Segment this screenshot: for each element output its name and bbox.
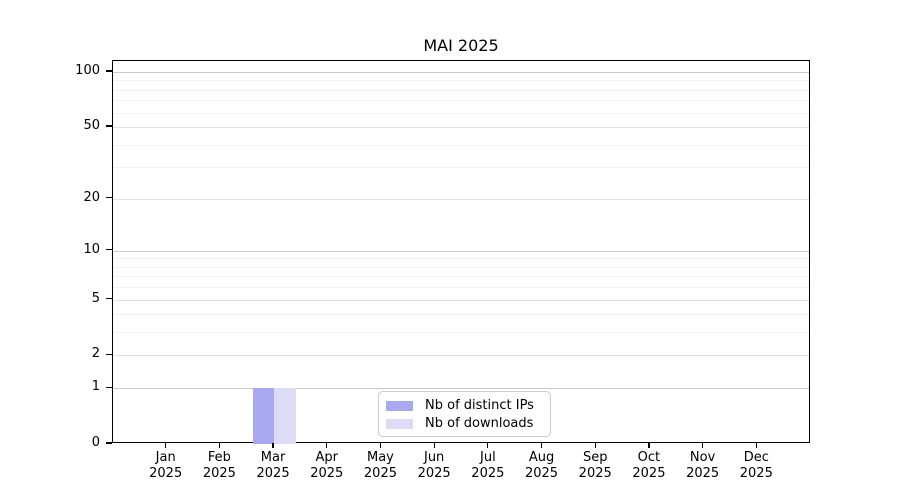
x-tick-label-nov-2025: Nov 2025 bbox=[686, 450, 720, 481]
y-tick-label-20: 20 bbox=[83, 189, 100, 205]
legend-label-distinct-ips: Nb of distinct IPs bbox=[425, 398, 534, 413]
y-tick-5 bbox=[106, 297, 112, 300]
legend-swatch-downloads bbox=[386, 419, 413, 429]
y-tick-20 bbox=[106, 196, 112, 199]
x-tick-nov-2025 bbox=[702, 443, 704, 448]
gridline-minor-8 bbox=[113, 266, 809, 268]
gridline-minor-6 bbox=[113, 287, 809, 289]
legend-item-distinct-ips: Nb of distinct IPs bbox=[386, 397, 543, 415]
y-tick-100 bbox=[106, 70, 112, 72]
gridline-minor-3 bbox=[113, 332, 809, 334]
x-tick-label-oct-2025: Oct 2025 bbox=[632, 450, 666, 481]
x-tick-may-2025 bbox=[379, 443, 382, 448]
gridline-major-1 bbox=[113, 388, 809, 390]
x-tick-label-may-2025: May 2025 bbox=[363, 450, 397, 481]
gridline-minor-7 bbox=[113, 276, 809, 278]
x-tick-apr-2025 bbox=[326, 443, 328, 448]
y-tick-1 bbox=[106, 386, 112, 388]
x-tick-label-sep-2025: Sep 2025 bbox=[578, 450, 612, 481]
x-tick-label-feb-2025: Feb 2025 bbox=[202, 450, 236, 481]
y-tick-0 bbox=[106, 442, 112, 444]
legend-item-downloads: Nb of downloads bbox=[386, 415, 543, 433]
legend-label-downloads: Nb of downloads bbox=[425, 416, 534, 431]
x-tick-sep-2025 bbox=[594, 443, 596, 448]
x-tick-jun-2025 bbox=[433, 443, 435, 448]
x-tick-label-mar-2025: Mar 2025 bbox=[256, 450, 290, 481]
y-tick-label-100: 100 bbox=[75, 62, 100, 78]
gridline-minor-60 bbox=[113, 112, 809, 114]
gridline-major-100 bbox=[113, 71, 809, 73]
chart-title: MAI 2025 bbox=[423, 36, 499, 55]
x-tick-label-dec-2025: Dec 2025 bbox=[739, 450, 773, 481]
y-tick-10 bbox=[106, 249, 112, 251]
gridline-minor-4 bbox=[113, 314, 809, 316]
y-tick-label-2: 2 bbox=[91, 346, 100, 362]
gridline-minor-9 bbox=[113, 258, 809, 260]
x-tick-jul-2025 bbox=[487, 443, 489, 448]
bar-nb-of-downloads-mar-2025 bbox=[274, 388, 296, 444]
plot-area bbox=[112, 60, 810, 444]
gridline-major-10 bbox=[113, 250, 809, 252]
gridline-minor-70 bbox=[113, 100, 809, 102]
gridline-major-20 bbox=[113, 198, 809, 200]
x-tick-label-aug-2025: Aug 2025 bbox=[524, 450, 559, 481]
y-tick-label-50: 50 bbox=[83, 118, 100, 134]
x-tick-label-jan-2025: Jan 2025 bbox=[149, 450, 183, 481]
x-tick-dec-2025 bbox=[755, 443, 757, 448]
x-tick-oct-2025 bbox=[648, 443, 650, 448]
gridline-major-5 bbox=[113, 299, 809, 301]
x-tick-feb-2025 bbox=[218, 443, 220, 448]
gridline-minor-40 bbox=[113, 144, 809, 146]
y-tick-2 bbox=[106, 353, 112, 356]
gridline-major-50 bbox=[113, 127, 809, 129]
x-tick-aug-2025 bbox=[540, 443, 543, 448]
y-tick-label-10: 10 bbox=[83, 241, 100, 257]
gridline-minor-30 bbox=[113, 167, 809, 169]
bar-nb-of-distinct-ips-mar-2025 bbox=[252, 388, 275, 444]
y-tick-50 bbox=[106, 125, 112, 127]
x-tick-label-apr-2025: Apr 2025 bbox=[310, 450, 344, 481]
x-tick-label-jun-2025: Jun 2025 bbox=[417, 450, 451, 481]
x-tick-mar-2025 bbox=[272, 443, 274, 448]
x-tick-jan-2025 bbox=[165, 443, 167, 448]
y-tick-label-0: 0 bbox=[91, 435, 100, 450]
y-tick-label-5: 5 bbox=[91, 290, 100, 306]
y-tick-label-1: 1 bbox=[91, 379, 100, 395]
gridline-minor-90 bbox=[113, 80, 809, 82]
gridline-minor-80 bbox=[113, 89, 809, 91]
x-tick-label-jul-2025: Jul 2025 bbox=[471, 450, 505, 481]
legend: Nb of distinct IPs Nb of downloads bbox=[378, 391, 551, 437]
gridline-major-2 bbox=[113, 355, 809, 357]
legend-swatch-distinct-ips bbox=[386, 401, 413, 411]
